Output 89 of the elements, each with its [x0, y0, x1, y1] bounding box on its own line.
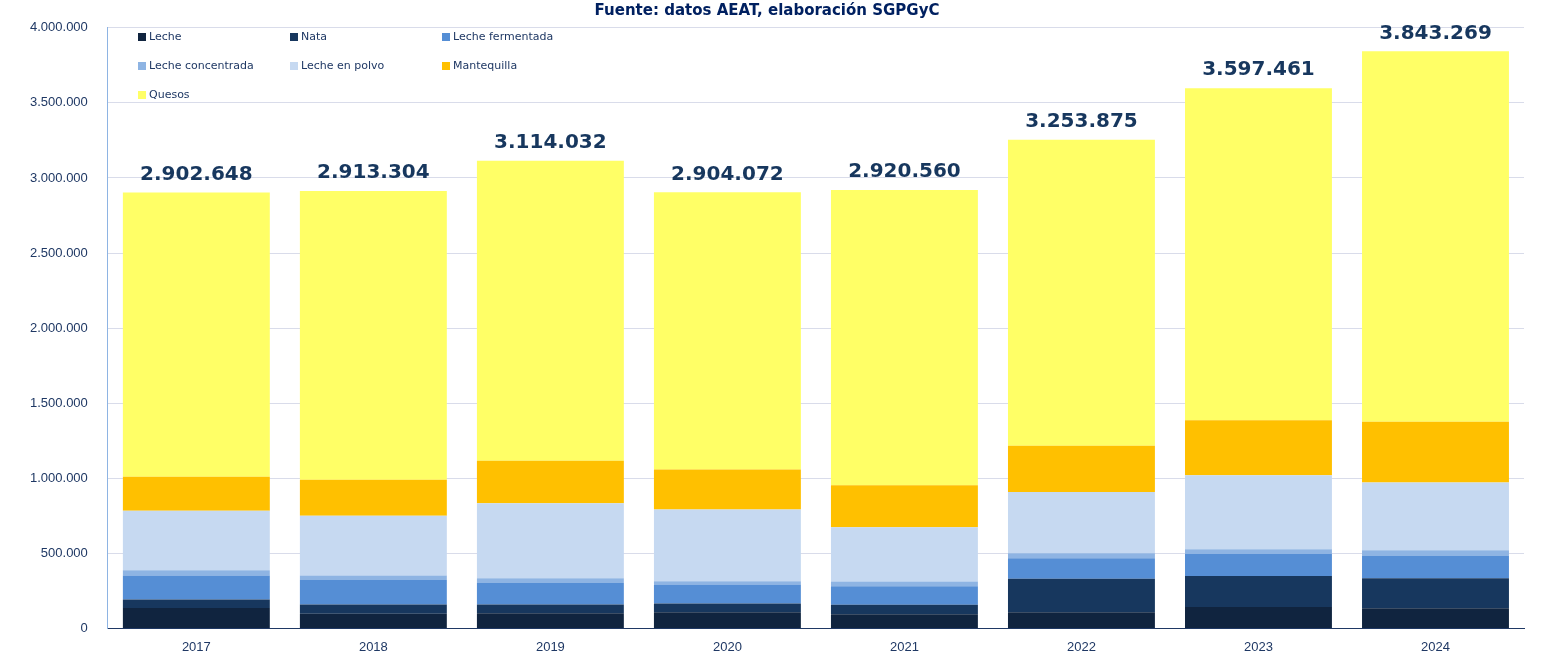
legend-label: Leche: [149, 30, 182, 43]
chart-title: Fuente: datos AEAT, elaboración SGPGyC: [594, 0, 940, 19]
bar: [1007, 612, 1155, 628]
bar: [830, 485, 978, 528]
bar: [653, 612, 801, 628]
bar: [122, 570, 270, 576]
bar: [122, 192, 270, 477]
total-label: 2.902.648: [140, 160, 253, 185]
bar: [653, 192, 801, 470]
bar: [122, 607, 270, 628]
bar: [122, 599, 270, 608]
bar: [1007, 445, 1155, 492]
y-tick-label: 1.500.000: [29, 394, 88, 410]
total-label: 3.843.269: [1379, 19, 1492, 44]
bar: [1362, 421, 1509, 483]
bar: [1185, 554, 1332, 576]
legend-label: Quesos: [149, 88, 190, 101]
bar: [1007, 139, 1155, 446]
bar: [1185, 475, 1332, 550]
bar: [299, 515, 447, 576]
bar: [122, 476, 270, 511]
bar: [830, 581, 978, 587]
bar: [299, 479, 447, 516]
y-tick-label: 0: [80, 619, 88, 635]
bar: [476, 578, 624, 584]
y-tick-label: 3.500.000: [29, 94, 88, 110]
bar: [1362, 608, 1509, 628]
bar: [1185, 88, 1332, 421]
bar: [1185, 420, 1332, 476]
legend-label: Leche en polvo: [301, 59, 385, 72]
bar: [1007, 578, 1155, 613]
bar: [1362, 578, 1509, 609]
x-tick-label: 2017: [181, 638, 211, 654]
x-tick-label: 2021: [889, 638, 919, 654]
y-tick-label: 4.000.000: [29, 19, 88, 35]
x-tick-label: 2019: [535, 638, 565, 654]
y-tick-label: 2.500.000: [29, 244, 88, 260]
x-tick-label: 2022: [1066, 638, 1096, 654]
bar: [1362, 550, 1509, 556]
bar: [653, 509, 801, 582]
y-tick-label: 2.000.000: [29, 319, 88, 335]
total-label: 2.913.304: [317, 159, 430, 184]
total-label: 2.904.072: [671, 160, 784, 185]
bar: [1185, 549, 1332, 555]
y-tick-label: 3.000.000: [29, 169, 88, 185]
bar: [299, 604, 447, 614]
bar: [476, 583, 624, 605]
total-label: 2.920.560: [848, 158, 961, 183]
bar: [476, 613, 624, 628]
x-tick-label: 2018: [358, 638, 388, 654]
bar: [1007, 553, 1155, 559]
x-tick-label: 2020: [712, 638, 742, 654]
bar: [122, 510, 270, 571]
total-label: 3.114.032: [494, 129, 607, 154]
bar: [830, 586, 978, 605]
x-tick-label: 2023: [1244, 638, 1273, 654]
bar: [1007, 491, 1155, 554]
total-label: 3.253.875: [1025, 108, 1138, 133]
bar: [830, 189, 978, 486]
bar: [299, 575, 447, 580]
total-label: 3.597.461: [1202, 56, 1315, 81]
bar: [1362, 51, 1509, 422]
y-tick-label: 500.000: [40, 544, 88, 560]
bar: [476, 503, 624, 579]
bar: [476, 460, 624, 504]
bar: [299, 190, 447, 480]
bar: [1362, 555, 1509, 579]
bar: [299, 613, 447, 628]
bar: [653, 603, 801, 613]
bar: [1185, 606, 1332, 628]
bar: [830, 604, 978, 615]
x-tick-label: 2024: [1421, 638, 1450, 654]
bar: [476, 160, 624, 461]
bar: [122, 575, 270, 600]
y-tick-label: 1.000.000: [29, 469, 88, 485]
bar: [1185, 576, 1332, 607]
bar: [830, 527, 978, 582]
bar: [653, 581, 801, 585]
bar: [1362, 482, 1509, 551]
bar: [653, 584, 801, 604]
bar: [653, 469, 801, 510]
legend-label: Mantequilla: [453, 59, 518, 72]
bar: [830, 614, 978, 628]
legend-label: Nata: [301, 30, 328, 43]
bar: [299, 579, 447, 605]
legend-label: Leche fermentada: [453, 30, 554, 43]
bar: [476, 604, 624, 614]
bar: [1007, 558, 1155, 579]
legend-label: Leche concentrada: [149, 59, 254, 72]
